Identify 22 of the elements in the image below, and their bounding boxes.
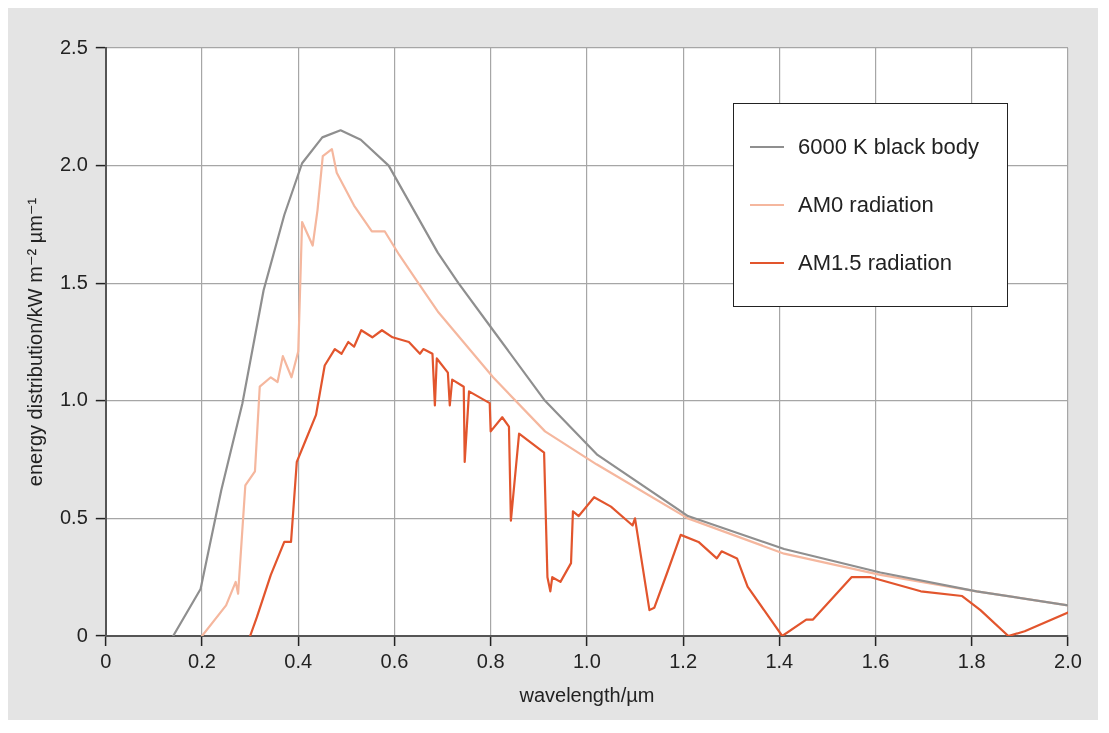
- x-tick-label: 1.4: [765, 649, 794, 672]
- x-tick-label: 0.6: [380, 649, 409, 672]
- y-axis-title: energy distribution/kW m⁻² µm⁻¹: [23, 197, 46, 487]
- x-tick-label: 0.8: [476, 649, 505, 672]
- legend-label: 6000 K black body: [797, 133, 979, 161]
- x-tick-label: 2.0: [1054, 649, 1082, 672]
- legend-label: AM1.5 radiation: [797, 249, 953, 277]
- y-tick-label: 2.5: [59, 35, 88, 58]
- x-tick-label: 1.2: [669, 649, 698, 672]
- x-tick-label: 0.2: [188, 649, 216, 672]
- y-tick-label: 1.0: [59, 388, 88, 411]
- y-tick-label: 2.0: [59, 153, 88, 176]
- y-tick-label: 0: [76, 623, 88, 646]
- y-tick-label: 0.5: [59, 505, 88, 528]
- x-tick-label: 1.6: [861, 649, 890, 672]
- x-tick-label: 1.8: [957, 649, 986, 672]
- x-axis-title: wavelength/µm: [518, 683, 655, 706]
- y-tick-label: 1.5: [59, 270, 88, 293]
- x-tick-label: 0: [100, 649, 112, 672]
- legend-label: AM0 radiation: [797, 191, 934, 219]
- x-tick-label: 1.0: [573, 649, 601, 672]
- x-tick-label: 0.4: [284, 649, 313, 672]
